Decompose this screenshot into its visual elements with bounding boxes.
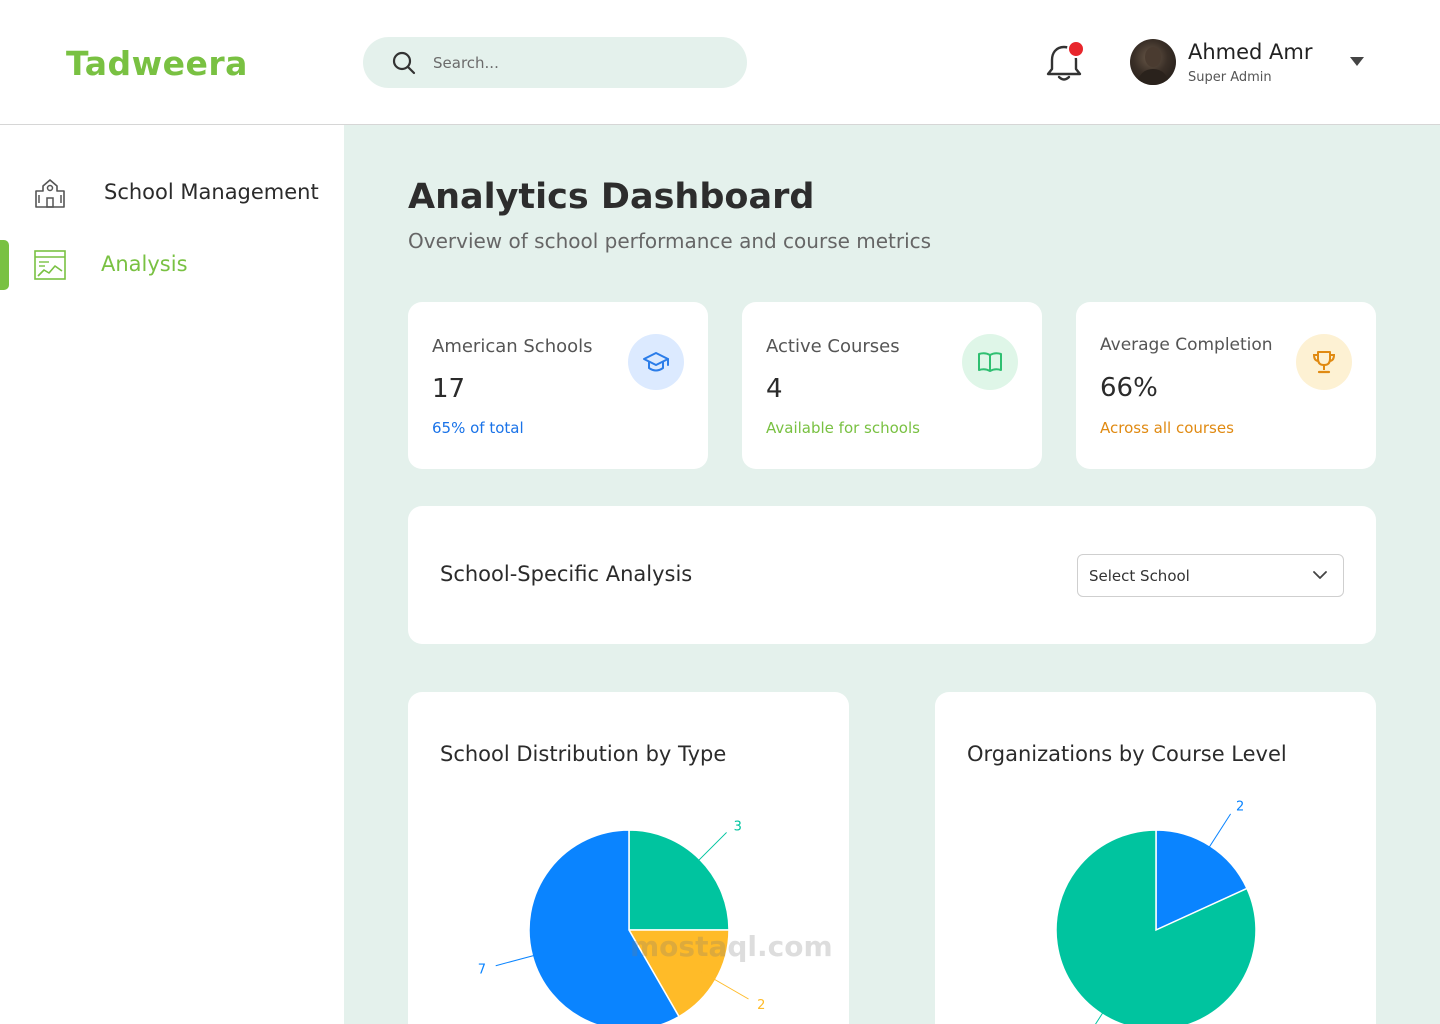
stat-label: Active Courses [766,336,900,357]
stat-label: Average Completion [1100,335,1273,355]
stat-note: Across all courses [1100,419,1234,437]
pie-label-line [495,950,552,967]
pie-chart-course-level: 29 [1055,799,1257,1024]
search-bar[interactable] [363,37,747,88]
main-content: Analytics Dashboard Overview of school p… [344,125,1440,1024]
search-icon [392,51,416,75]
notification-badge [1067,40,1085,58]
active-indicator [0,240,9,290]
sidebar-item-analysis[interactable]: Analysis [0,240,344,290]
sidebar-item-label: Analysis [101,252,188,276]
stat-note: 65% of total [432,419,524,437]
stat-icon-badge [962,334,1018,390]
select-value: Select School [1089,567,1190,585]
pie-chart-school-type: 3 2 7 [478,819,765,1024]
chevron-down-icon[interactable] [1350,57,1364,66]
chart-card-organizations-level: Organizations by Course Level 29 [935,692,1376,1024]
pie-label-line [685,832,727,874]
stat-value: 66% [1100,373,1158,403]
stat-value: 17 [432,374,466,404]
page-subtitle: Overview of school performance and cours… [408,229,932,253]
school-analysis-card: School-Specific Analysis Select School [408,506,1376,644]
sidebar: School Management Analysis [0,125,344,1024]
pie-label-line [698,969,749,1000]
sidebar-item-label: School Management [104,180,319,204]
stat-label: American Schools [432,336,593,357]
stat-card-average-completion: Average Completion 66% Across all course… [1076,302,1376,469]
chevron-down-icon [1313,571,1327,579]
search-input[interactable] [433,50,723,76]
trophy-icon [1312,351,1336,374]
watermark: mostaql.com [630,930,833,963]
school-select[interactable]: Select School [1077,554,1344,597]
graduation-cap-icon [643,352,669,372]
pie-data-label: 2 [1236,799,1244,814]
stat-icon-badge [1296,334,1352,390]
stat-card-american-schools: American Schools 17 65% of total [408,302,708,469]
user-name[interactable]: Ahmed Amr [1188,40,1313,64]
pie-label-line [1198,813,1232,863]
app-logo[interactable]: Tadweera [66,44,248,83]
section-title: School-Specific Analysis [440,562,693,586]
pie-label-line [1094,997,1114,1024]
chart-title: Organizations by Course Level [967,742,1287,766]
chart-card-school-distribution: School Distribution by Type 3 2 7 [408,692,849,1024]
pie-data-label: 3 [734,819,742,834]
user-role: Super Admin [1188,70,1272,85]
chart-title: School Distribution by Type [440,742,727,766]
stat-icon-badge [628,334,684,390]
sidebar-item-school-management[interactable]: School Management [0,168,344,218]
top-header: Tadweera Ahmed Amr Super Admin [0,0,1440,125]
pie-data-label: 2 [757,998,765,1013]
stat-card-active-courses: Active Courses 4 Available for schools [742,302,1042,469]
pie-data-label: 7 [478,962,486,977]
stat-value: 4 [766,374,783,404]
stat-note: Available for schools [766,419,920,437]
page-title: Analytics Dashboard [408,177,815,217]
open-book-icon [978,352,1002,372]
school-building-icon [35,179,65,208]
avatar[interactable] [1130,39,1176,85]
analytics-chart-icon [34,250,66,280]
